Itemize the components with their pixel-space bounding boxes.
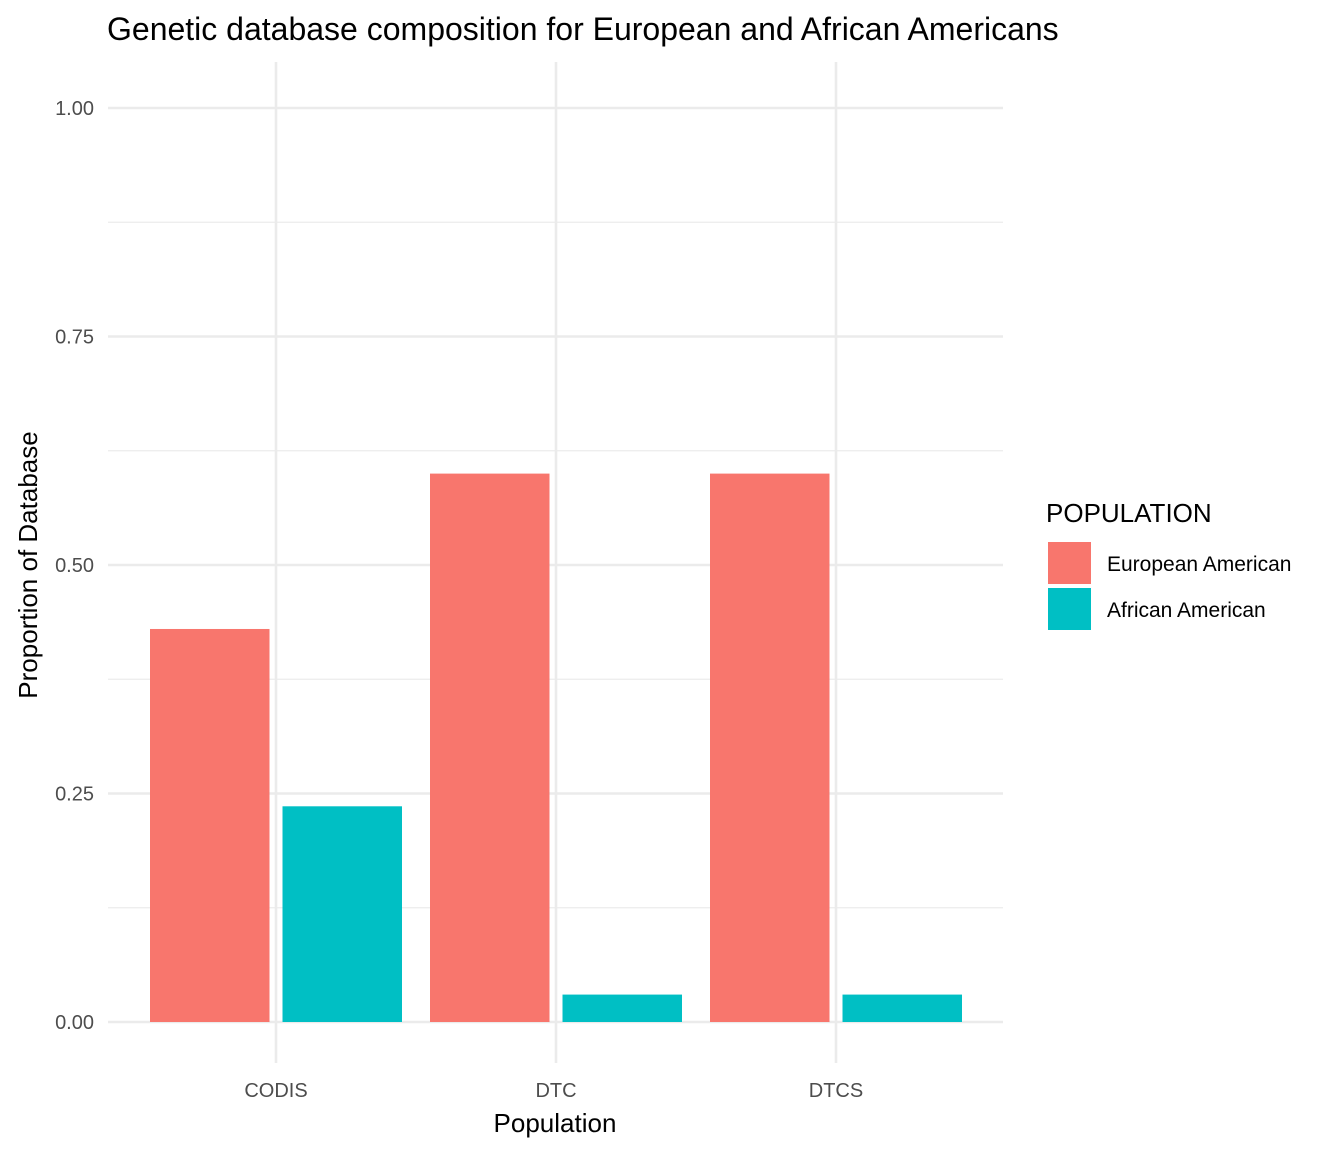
bar (710, 473, 830, 1023)
legend-items: European American African American (1048, 542, 1291, 630)
y-tick-label: 0.75 (55, 327, 94, 349)
legend-label: European American (1107, 553, 1291, 576)
x-tick-label: DTCS (809, 1080, 863, 1102)
bar (282, 806, 402, 1022)
y-tick-label: 1.00 (55, 98, 94, 120)
x-tick-label: CODIS (244, 1080, 307, 1102)
legend: POPULATION European American African Amer… (1046, 498, 1291, 630)
y-tick-label: 0.00 (55, 1012, 94, 1034)
legend-title: POPULATION (1046, 498, 1212, 528)
y-tick-label: 0.50 (55, 555, 94, 577)
x-tick-label: DTC (535, 1080, 576, 1102)
legend-key (1048, 588, 1091, 630)
y-axis-ticks: 0.00 0.25 0.50 0.75 1.00 (55, 98, 94, 1034)
y-tick-label: 0.25 (55, 784, 94, 806)
legend-key (1048, 542, 1091, 584)
x-axis-title: Population (494, 1108, 617, 1138)
bar (150, 628, 270, 1022)
bar (562, 994, 682, 1022)
bar (842, 994, 962, 1022)
y-axis-title: Proportion of Database (13, 431, 43, 698)
bar (430, 473, 550, 1023)
legend-label: African American (1107, 599, 1266, 622)
chart-title: Genetic database composition for Europea… (107, 11, 1059, 47)
x-axis-ticks: CODIS DTC DTCS (244, 1080, 863, 1102)
bars (150, 473, 962, 1023)
